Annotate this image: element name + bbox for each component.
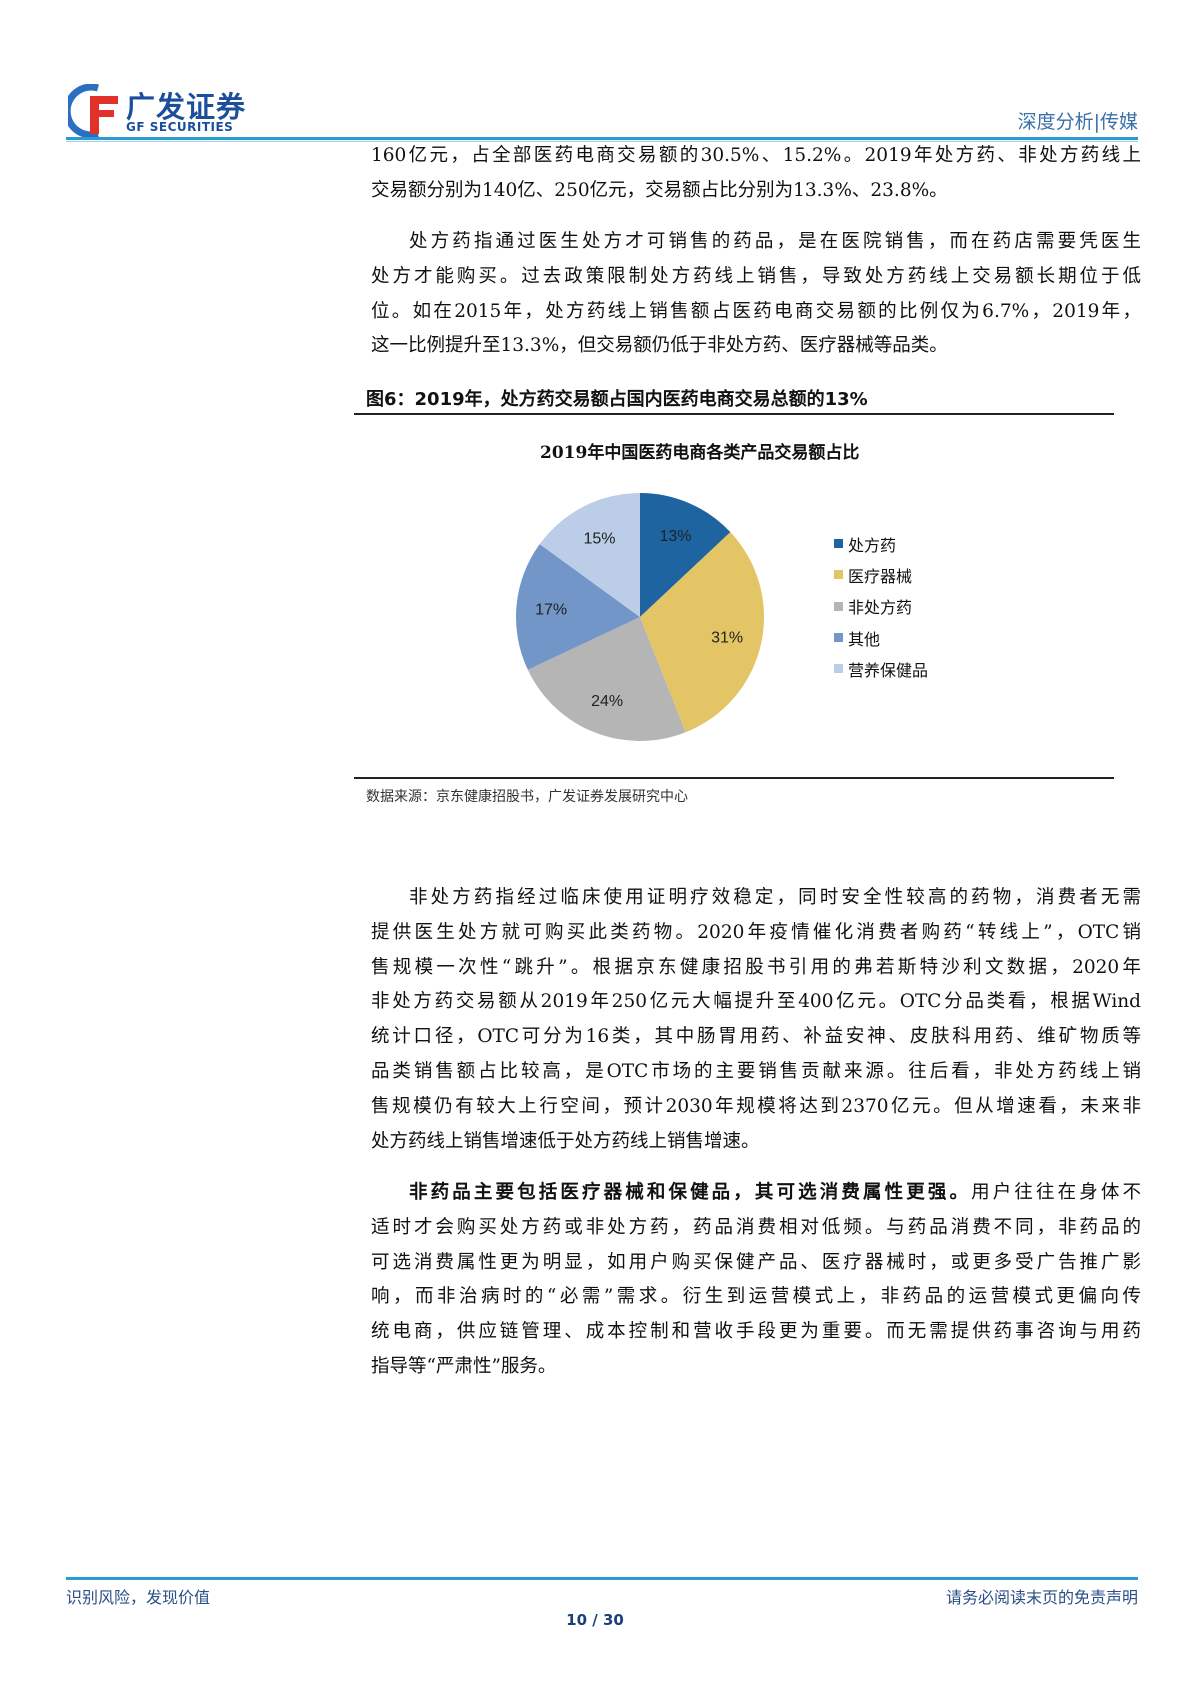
- chart-legend: 处方药医疗器械非处方药其他营养保健品: [834, 528, 928, 684]
- legend-label: 医疗器械: [848, 566, 913, 586]
- pie-slice: [640, 532, 764, 733]
- pie-slice: [640, 493, 731, 617]
- bold-lead: 非药品主要包括医疗器械和保健品，其可选消费属性更强。: [409, 1182, 972, 1203]
- logo-text-en: GF SECURITIES: [126, 120, 234, 134]
- text-line: 处方药线上销售增速低于处方药线上销售增速。: [371, 1130, 760, 1152]
- paragraph-4: 非药品主要包括医疗器械和保健品，其可选消费属性更强。用户往往在身体不适时才会购买…: [371, 1176, 1141, 1385]
- paragraph-1: 160亿元，占全部医药电商交易额的30.5%、15.2%。2019年处方药、非处…: [371, 139, 1141, 209]
- text-line: 160亿元，占全部医药电商交易额的30.5%、15.2%。2019年处方药、非处…: [371, 145, 1141, 166]
- text-line: 非处方药指经过临床使用证明疗效稳定，同时安全性较高的药物，消费者无需: [409, 887, 1141, 908]
- text-line: 指导等“严肃性”服务。: [371, 1355, 557, 1377]
- legend-item: 医疗器械: [834, 559, 928, 590]
- figure-bottom-rule: [354, 777, 1114, 779]
- pie-data-label: 15%: [583, 530, 615, 547]
- text-line: 位。如在2015年，处方药线上销售额占医药电商交易额的比例仅为6.7%，2019…: [371, 300, 1141, 322]
- text-line: 售规模一次性“跳升”。根据京东健康招股书引用的弗若斯特沙利文数据，2020年: [371, 956, 1141, 978]
- text-line: 提供医生处方就可购买此类药物。2020年疫情催化消费者购药“转线上”，OTC销: [371, 921, 1141, 943]
- logo-text-cn: 广发证券: [126, 90, 247, 124]
- footer-disclaimer-link[interactable]: 请务必阅读末页的免责声明: [945, 1588, 1138, 1607]
- figure-top-rule: [354, 413, 1114, 415]
- legend-item: 营养保健品: [834, 653, 928, 684]
- pie-data-label: 24%: [591, 693, 623, 710]
- text-line: 适时才会购买处方药或非处方药，药品消费相对低频。与药品消费不同，非药品的: [371, 1216, 1141, 1238]
- pie-slice: [527, 617, 686, 741]
- text-line: 非药品主要包括医疗器械和保健品，其可选消费属性更强。用户往往在身体不: [371, 1176, 1141, 1211]
- text-line: 处方才能购买。过去政策限制处方药线上销售，导致处方药线上交易额长期位于低: [371, 265, 1141, 287]
- page-number: 10 / 30: [566, 1611, 624, 1629]
- footer-slogan: 识别风险，发现价值: [66, 1588, 211, 1607]
- figure-title: 图6：2019年，处方药交易额占国内医药电商交易总额的13%: [366, 389, 868, 410]
- legend-swatch: [834, 601, 843, 611]
- text-line: 响，而非治病时的“必需”需求。衍生到运营模式上，非药品的运营模式更偏向传: [371, 1286, 1141, 1308]
- legend-swatch: [834, 570, 843, 580]
- legend-label: 非处方药: [848, 598, 913, 618]
- chart-title: 2019年中国医药电商各类产品交易额占比: [540, 443, 860, 463]
- pie-chart: 13% 31% 24% 17% 15%: [516, 493, 764, 741]
- legend-swatch: [834, 664, 843, 674]
- legend-label: 其他: [848, 629, 881, 649]
- legend-swatch: [834, 539, 843, 549]
- legend-label: 处方药: [848, 535, 897, 555]
- text-line: 统计口径，OTC可分为16类，其中肠胃用药、补益安神、皮肤科用药、维矿物质等: [371, 1026, 1141, 1048]
- text-line: 非处方药交易额从2019年250亿元大幅提升至400亿元。OTC分品类看，根据W…: [371, 991, 1141, 1013]
- text-line: 这一比例提升至13.3%，但交易额仍低于非处方药、医疗器械等品类。: [371, 335, 948, 357]
- text-line: 可选消费属性更为明显，如用户购买保健产品、医疗器械时，或更多受广告推广影: [371, 1251, 1141, 1273]
- footer-divider: [66, 1577, 1138, 1580]
- paragraph-3: 非处方药指经过临床使用证明疗效稳定，同时安全性较高的药物，消费者无需提供医生处方…: [371, 881, 1141, 1159]
- logo-mark-icon: [68, 84, 118, 138]
- header-divider: [66, 137, 1138, 140]
- gf-securities-logo: 广发证券 GF SECURITIES: [68, 84, 258, 138]
- text-line: 交易额分别为140亿、250亿元，交易额占比分别为13.3%、23.8%。: [371, 179, 948, 201]
- legend-item: 其他: [834, 622, 928, 653]
- pie-data-label: 13%: [659, 528, 691, 545]
- header-divider-thin: [66, 141, 1138, 142]
- legend-item: 处方药: [834, 528, 928, 559]
- figure-source: 数据来源：京东健康招股书，广发证券发展研究中心: [366, 789, 688, 805]
- text-run: 用户往往在身体不: [971, 1182, 1141, 1203]
- report-section-label: 深度分析|传媒: [1017, 111, 1138, 133]
- pie-data-label: 31%: [711, 629, 743, 646]
- text-line: 品类销售额占比较高，是OTC市场的主要销售贡献来源。往后看，非处方药线上销: [371, 1060, 1141, 1082]
- paragraph-2: 处方药指通过医生处方才可销售的药品，是在医院销售，而在药店需要凭医生处方才能购买…: [371, 225, 1141, 364]
- legend-swatch: [834, 633, 843, 643]
- pie-data-label: 17%: [535, 602, 567, 619]
- text-line: 处方药指通过医生处方才可销售的药品，是在医院销售，而在药店需要凭医生: [409, 231, 1141, 252]
- legend-item: 非处方药: [834, 591, 928, 622]
- text-line: 统电商，供应链管理、成本控制和营收手段更为重要。而无需提供药事咨询与用药: [371, 1321, 1141, 1343]
- text-line: 售规模仍有较大上行空间，预计2030年规模将达到2370亿元。但从增速看，未来非: [371, 1095, 1141, 1117]
- legend-label: 营养保健品: [848, 660, 929, 680]
- pie-slice: [516, 544, 640, 670]
- pie-slice: [539, 493, 640, 617]
